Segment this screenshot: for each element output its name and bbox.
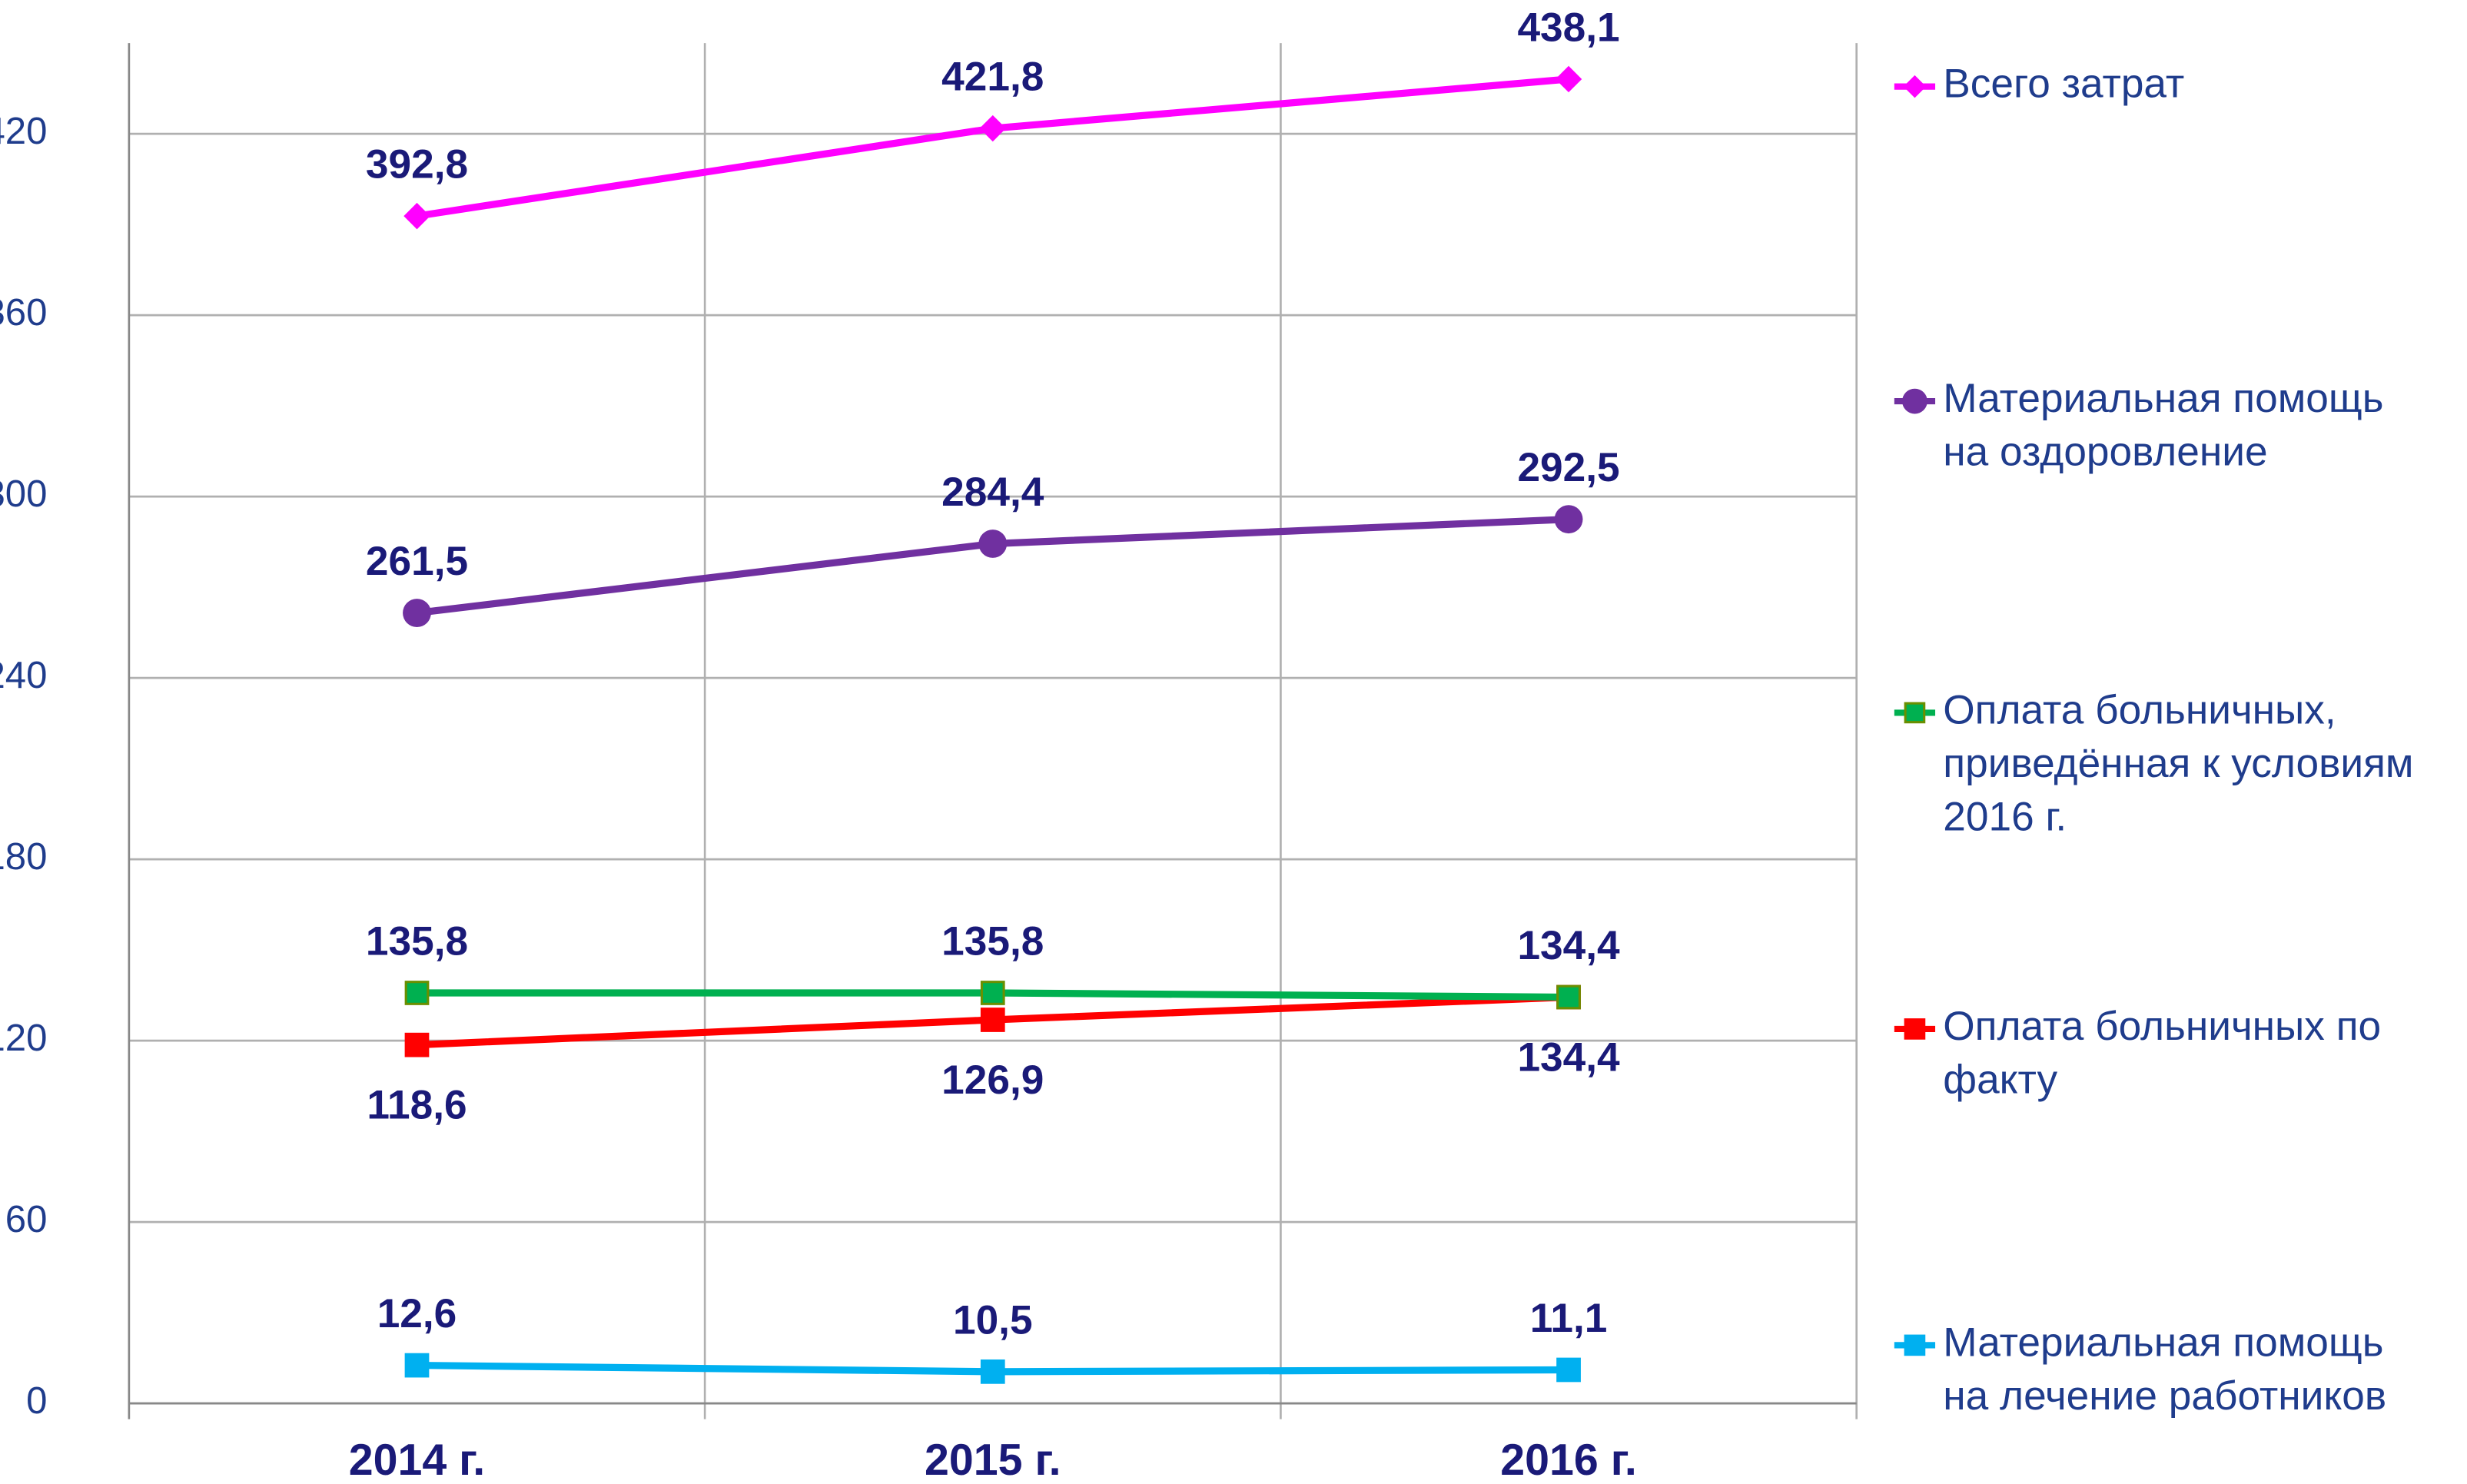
data-label: 438,1 — [1517, 5, 1619, 51]
legend-marker — [1903, 75, 1927, 98]
x-tick-label: 2014 г. — [349, 1436, 485, 1484]
point — [404, 1032, 430, 1057]
data-label: 392,8 — [366, 142, 468, 188]
y-tick-label: 180 — [0, 836, 47, 878]
point — [404, 1353, 430, 1378]
data-label: 10,5 — [953, 1297, 1033, 1343]
legend-marker — [1904, 1018, 1926, 1040]
data-label: 134,4 — [1517, 923, 1620, 968]
x-tick-label: 2015 г. — [925, 1436, 1061, 1484]
point — [980, 981, 1005, 1005]
legend-marker — [1904, 1334, 1926, 1356]
point — [979, 115, 1006, 142]
point — [403, 599, 431, 627]
data-label: 135,8 — [366, 919, 468, 964]
y-tick-label: 240 — [0, 655, 47, 696]
legend-marker — [1904, 702, 1926, 724]
y-tick-label: 300 — [0, 473, 47, 515]
legend-label: Материальная помощь на лечение работников — [1943, 1320, 2386, 1419]
y-tick-label: 420 — [0, 111, 47, 152]
legend-item: Материальная помощь на лечение работников — [1894, 1320, 2386, 1419]
data-label: 118,6 — [367, 1083, 467, 1128]
point — [1556, 984, 1581, 1010]
data-label: 421,8 — [941, 55, 1044, 100]
point — [403, 202, 430, 230]
data-label: 126,9 — [941, 1057, 1044, 1103]
legend-item: Всего затрат — [1894, 61, 2184, 107]
point — [404, 981, 430, 1005]
point — [1554, 505, 1583, 534]
data-label: 135,8 — [941, 919, 1044, 964]
point — [980, 1008, 1005, 1032]
legend-marker — [1902, 388, 1927, 414]
legend-label: Оплата больничных по факту — [1943, 1004, 2381, 1103]
legend-item: Оплата больничных, приведённая к условиям… — [1894, 687, 2414, 840]
x-tick-label: 2016 г. — [1500, 1436, 1636, 1484]
point — [1555, 65, 1582, 93]
y-tick-label: 360 — [0, 292, 47, 334]
data-label: 11,1 — [1530, 1296, 1608, 1341]
data-label: 12,6 — [377, 1291, 457, 1336]
legend-item: Материальная помощь на оздоровление — [1894, 376, 2383, 475]
legend-label: Оплата больничных, приведённая к условиям… — [1943, 687, 2413, 839]
legend-label: Материальная помощь на оздоровление — [1943, 376, 2383, 475]
point — [978, 530, 1008, 558]
data-label: 134,4 — [1517, 1034, 1620, 1080]
y-tick-label: 60 — [5, 1199, 48, 1240]
data-label: 261,5 — [366, 539, 468, 584]
point — [1556, 1357, 1581, 1383]
legend-label: Всего затрат — [1943, 61, 2184, 107]
data-label: 292,5 — [1517, 445, 1619, 490]
y-tick-label: 0 — [26, 1380, 47, 1422]
legend-item: Оплата больничных по факту — [1894, 1004, 2381, 1103]
data-label: 284,4 — [941, 470, 1044, 515]
point — [980, 1359, 1005, 1384]
y-tick-label: 120 — [0, 1018, 47, 1059]
